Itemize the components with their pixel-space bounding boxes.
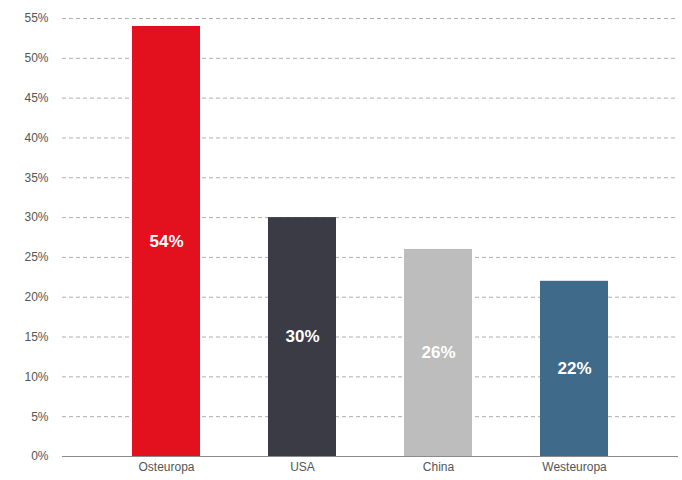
svg-text:35%: 35% [24,171,48,185]
svg-text:25%: 25% [24,250,48,264]
svg-text:30%: 30% [24,210,48,224]
svg-text:10%: 10% [24,370,48,384]
svg-text:22%: 22% [557,359,591,378]
svg-text:0%: 0% [31,449,49,463]
svg-text:15%: 15% [24,330,48,344]
svg-text:26%: 26% [421,343,455,362]
svg-text:30%: 30% [285,327,319,346]
svg-text:Osteuropa: Osteuropa [138,460,194,474]
svg-text:5%: 5% [31,410,49,424]
svg-text:50%: 50% [24,51,48,65]
svg-text:USA: USA [290,460,315,474]
svg-text:55%: 55% [24,11,48,25]
svg-text:China: China [423,460,455,474]
svg-text:45%: 45% [24,91,48,105]
svg-text:20%: 20% [24,290,48,304]
svg-text:Westeuropa: Westeuropa [542,460,607,474]
svg-text:54%: 54% [149,232,183,251]
svg-text:40%: 40% [24,131,48,145]
